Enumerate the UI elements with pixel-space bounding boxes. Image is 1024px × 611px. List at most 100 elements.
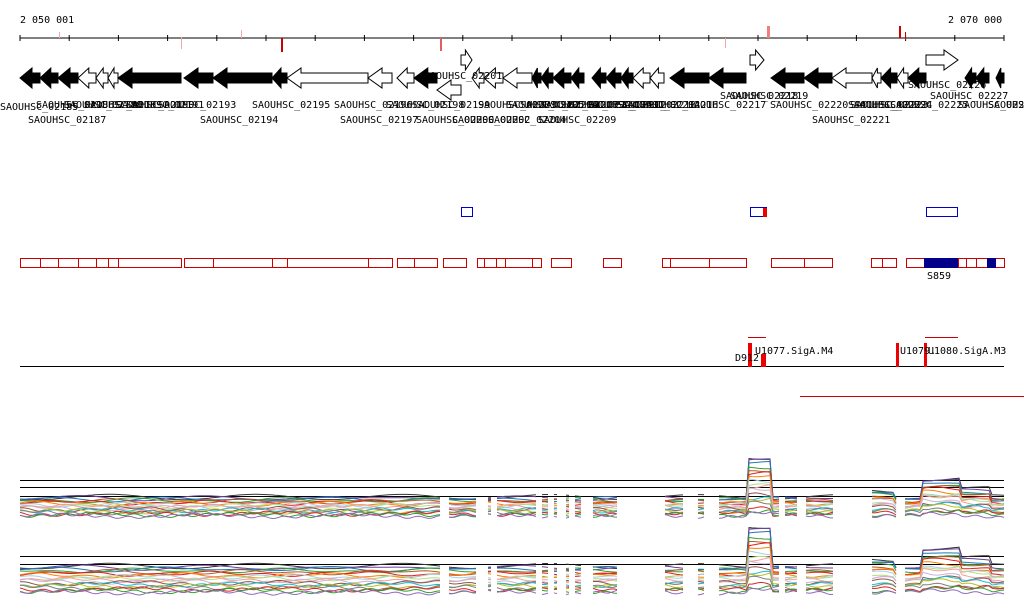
gene-arrow[interactable] — [708, 67, 747, 89]
promoter-marker[interactable] — [748, 343, 752, 367]
forward-feature-track — [461, 207, 958, 217]
transcript-segment[interactable] — [771, 258, 805, 268]
transcript-segment[interactable] — [108, 258, 119, 268]
transcript-segment[interactable] — [58, 258, 79, 268]
transcript-segment[interactable] — [551, 258, 572, 268]
gene-arrow[interactable] — [367, 67, 393, 89]
gene-arrow[interactable] — [831, 67, 873, 89]
gene-arrow[interactable] — [286, 67, 369, 89]
transcript-segment[interactable] — [906, 258, 925, 268]
transcript-segment[interactable] — [20, 258, 41, 268]
gene-arrow[interactable] — [77, 66, 97, 90]
s859-block[interactable] — [924, 258, 958, 268]
transcript-segment[interactable] — [443, 258, 467, 268]
gene-arrow[interactable] — [39, 66, 59, 90]
expression-profile-line — [19, 527, 1005, 571]
forward-feature-box[interactable] — [461, 207, 473, 217]
transcript-segment[interactable] — [976, 258, 989, 268]
transcript-segment[interactable] — [966, 258, 977, 268]
gene-arrow[interactable] — [591, 66, 607, 90]
expression-profile-line — [19, 530, 1005, 573]
s859-block-small[interactable] — [987, 258, 996, 268]
gene-label: SAOUHSC_02221 — [812, 115, 890, 126]
transcript-segment[interactable] — [272, 258, 288, 268]
transcript-segment[interactable] — [477, 258, 485, 268]
gene-arrow[interactable] — [117, 67, 182, 89]
expression-profile-line — [19, 484, 1005, 511]
expression-profile-line — [19, 471, 1005, 506]
gene-arrow[interactable] — [749, 48, 765, 72]
transcript-segment[interactable] — [709, 258, 747, 268]
gene-arrow[interactable] — [271, 66, 288, 90]
gene-label: SAOUHSC_02200 — [416, 115, 494, 126]
promoter-marker[interactable] — [761, 354, 766, 367]
gene-arrow[interactable] — [552, 66, 572, 90]
transcript-segment[interactable] — [184, 258, 214, 268]
gene-arrow[interactable] — [95, 66, 109, 90]
gene-label: SAOUHSC_02218 — [720, 91, 798, 102]
gene-arrow[interactable] — [531, 67, 542, 89]
gene-label: SAOUHSC_02198 — [386, 100, 464, 111]
gene-arrow[interactable] — [471, 66, 485, 90]
transcript-segment[interactable] — [532, 258, 542, 268]
gene-arrow[interactable] — [995, 67, 1005, 89]
transcript-segment[interactable] — [118, 258, 182, 268]
gene-arrow[interactable] — [803, 67, 833, 89]
transcript-segment[interactable] — [414, 258, 438, 268]
gene-arrow[interactable] — [871, 67, 882, 89]
gene-arrow[interactable] — [57, 66, 79, 90]
gene-arrow[interactable] — [907, 66, 927, 90]
gene-arrow[interactable] — [502, 67, 533, 89]
transcript-segment[interactable] — [662, 258, 671, 268]
transcript-segment[interactable] — [484, 258, 497, 268]
transcript-segment[interactable] — [40, 258, 59, 268]
gene-arrow[interactable] — [605, 66, 622, 90]
transcript-segment[interactable] — [871, 258, 883, 268]
gene-label: SAOUHSC_02206 — [520, 100, 598, 111]
transcript-segment[interactable] — [505, 258, 533, 268]
gene-label: SAOUHSC_02186 — [36, 100, 114, 111]
gene-arrow[interactable] — [212, 67, 273, 89]
gene-arrow[interactable] — [107, 66, 119, 90]
gene-arrow[interactable] — [570, 66, 585, 90]
gene-arrow[interactable] — [436, 79, 462, 101]
gene-label: SAOUHSC_02185 — [0, 102, 78, 113]
gene-arrow[interactable] — [483, 66, 504, 90]
gene-arrow[interactable] — [896, 66, 909, 90]
expression-profile-track-top — [19, 458, 1005, 520]
transcript-segment[interactable] — [96, 258, 109, 268]
gene-arrow[interactable] — [540, 66, 554, 90]
gene-arrow[interactable] — [880, 66, 898, 90]
transcript-segment[interactable] — [670, 258, 710, 268]
ruler-mark — [767, 26, 770, 38]
promoter-marker[interactable] — [924, 343, 927, 367]
gene-arrow[interactable] — [460, 48, 473, 72]
transcript-segment[interactable] — [287, 258, 369, 268]
gene-arrow[interactable] — [770, 67, 805, 89]
forward-feature-box[interactable] — [926, 207, 958, 217]
gene-arrow[interactable] — [964, 66, 977, 90]
gene-arrow[interactable] — [183, 67, 214, 89]
transcript-segment[interactable] — [882, 258, 897, 268]
transcript-segment[interactable] — [958, 258, 967, 268]
gene-arrow[interactable] — [975, 66, 990, 90]
gene-arrow[interactable] — [632, 66, 651, 90]
transcript-segment[interactable] — [397, 258, 415, 268]
gene-arrow[interactable] — [19, 66, 41, 90]
transcript-segment[interactable] — [603, 258, 622, 268]
gene-arrow[interactable] — [620, 66, 634, 90]
gene-label: SAOUHSC_02199 — [412, 100, 490, 111]
promoter-marker[interactable] — [896, 343, 899, 367]
gene-arrow[interactable] — [925, 49, 959, 71]
transcript-segment[interactable] — [78, 258, 97, 268]
transcript-segment[interactable] — [496, 258, 506, 268]
transcript-segment[interactable] — [368, 258, 393, 268]
transcript-segment[interactable] — [804, 258, 833, 268]
gene-arrow[interactable] — [669, 67, 710, 89]
gene-arrow[interactable] — [413, 67, 438, 89]
expression-profile-line — [19, 511, 1005, 520]
gene-arrow[interactable] — [649, 66, 665, 90]
transcript-segment[interactable] — [213, 258, 273, 268]
gene-arrow[interactable] — [396, 66, 415, 90]
gene-label: SAOUHSC_02229 — [988, 100, 1024, 111]
